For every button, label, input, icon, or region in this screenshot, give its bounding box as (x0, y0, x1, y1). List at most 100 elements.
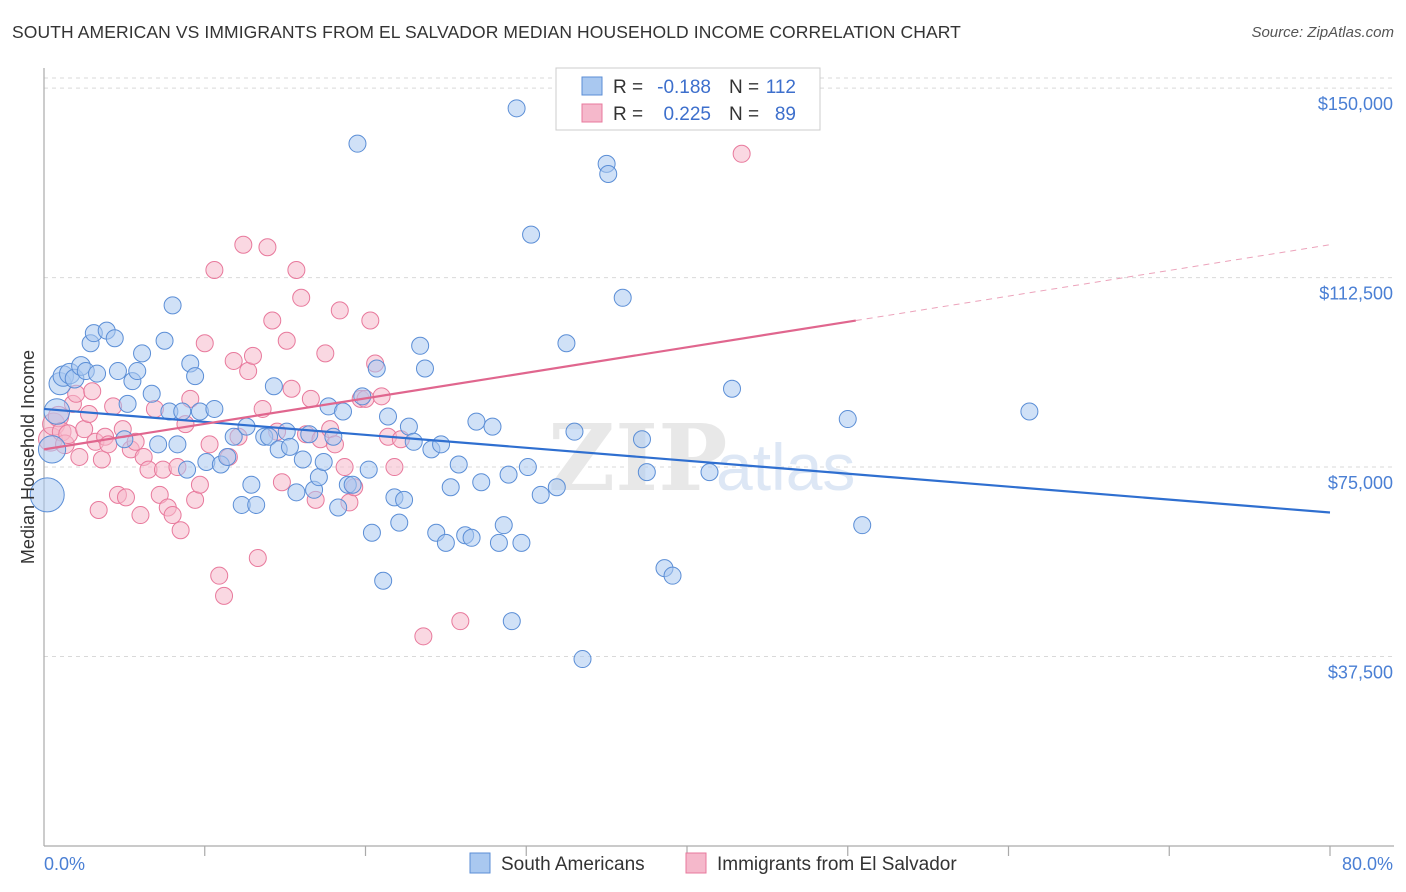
y-tick-label: $37,500 (1328, 663, 1393, 683)
legend-r-label-2: R = (613, 104, 643, 125)
data-point (853, 516, 872, 535)
data-point (522, 225, 541, 244)
data-point (599, 165, 618, 183)
data-point (359, 460, 378, 479)
data-point (663, 566, 682, 585)
data-point (163, 296, 182, 315)
y-axis-title: Median Household Income (18, 350, 38, 564)
data-point (173, 402, 192, 421)
data-point (272, 473, 291, 492)
data-point (451, 612, 470, 631)
data-point (613, 288, 632, 307)
data-point (277, 331, 296, 350)
data-point (115, 430, 134, 449)
legend-n-label-1: N = (729, 77, 759, 98)
legend-n-value-2: 89 (775, 104, 796, 125)
trend-line-el-salvador (43, 319, 856, 451)
data-point (557, 334, 576, 353)
data-point (224, 351, 243, 370)
data-point (404, 432, 423, 451)
data-point (108, 362, 127, 381)
data-point (128, 362, 147, 381)
data-point (292, 288, 311, 307)
data-point (133, 344, 152, 363)
legend-swatch-pink (581, 103, 603, 123)
data-point (300, 425, 319, 444)
legend-n-label-2: N = (729, 104, 759, 125)
data-point (399, 417, 418, 436)
trend-lines (43, 244, 1331, 514)
data-point (414, 627, 433, 646)
data-point (282, 379, 301, 398)
data-point (518, 458, 537, 477)
data-point (210, 566, 229, 585)
data-point (507, 99, 526, 118)
data-point (287, 261, 306, 279)
data-point (150, 485, 169, 504)
data-point (499, 465, 518, 484)
data-point (186, 490, 205, 509)
data-point (242, 475, 261, 494)
data-point (462, 528, 481, 547)
data-point (234, 235, 253, 254)
data-point (838, 410, 857, 429)
data-point (200, 435, 219, 454)
data-point (205, 399, 224, 418)
y-tick-label: $75,000 (1328, 473, 1393, 493)
bottom-legend-label-blue: South Americans (501, 854, 645, 875)
data-point (489, 533, 508, 552)
data-point (494, 516, 513, 535)
data-point (301, 389, 320, 408)
data-point (195, 334, 214, 353)
data-point (374, 571, 393, 590)
data-point (29, 477, 65, 513)
legend-n-value-1: 112 (766, 77, 796, 98)
data-point (309, 468, 328, 487)
data-point (171, 521, 190, 540)
data-point (287, 483, 306, 502)
y-tick-label: $112,500 (1319, 284, 1393, 304)
series-south-americans (29, 99, 1039, 669)
data-point (637, 463, 656, 482)
data-point (1020, 402, 1039, 421)
data-point (264, 377, 283, 396)
data-point (239, 362, 258, 381)
legend-r-value-2: 0.225 (663, 104, 711, 125)
data-point (385, 458, 404, 477)
data-point (142, 384, 161, 403)
watermark-zip: ZIP (548, 404, 727, 512)
data-point (512, 533, 531, 552)
data-point (362, 523, 381, 542)
data-point (335, 458, 354, 477)
data-point (436, 533, 455, 552)
data-point (92, 450, 111, 469)
data-point (83, 382, 102, 401)
data-point (258, 238, 277, 257)
watermark-atlas: atlas (716, 430, 855, 504)
data-point (116, 488, 135, 507)
data-point (260, 427, 279, 446)
data-point (215, 586, 234, 605)
legend: R = -0.188 N = 112 R = 0.225 N = 89 (555, 67, 821, 131)
data-point (333, 402, 352, 421)
data-point (224, 427, 243, 446)
data-point (483, 417, 502, 436)
data-point (632, 430, 651, 449)
legend-r-label-1: R = (613, 77, 643, 98)
data-point (732, 144, 751, 163)
data-point (411, 336, 430, 355)
data-point (700, 463, 719, 482)
data-point (547, 478, 566, 497)
data-point (502, 612, 521, 631)
data-point (441, 478, 460, 497)
chart-source: Source: ZipAtlas.com (1251, 24, 1394, 41)
data-point (89, 501, 108, 519)
data-point (415, 359, 434, 378)
x-tick-label-max: 80.0% (1342, 854, 1393, 874)
data-point (467, 412, 486, 431)
data-point (343, 475, 362, 494)
data-point (449, 455, 468, 474)
data-point (472, 473, 491, 492)
y-tick-label: $150,000 (1318, 94, 1393, 114)
